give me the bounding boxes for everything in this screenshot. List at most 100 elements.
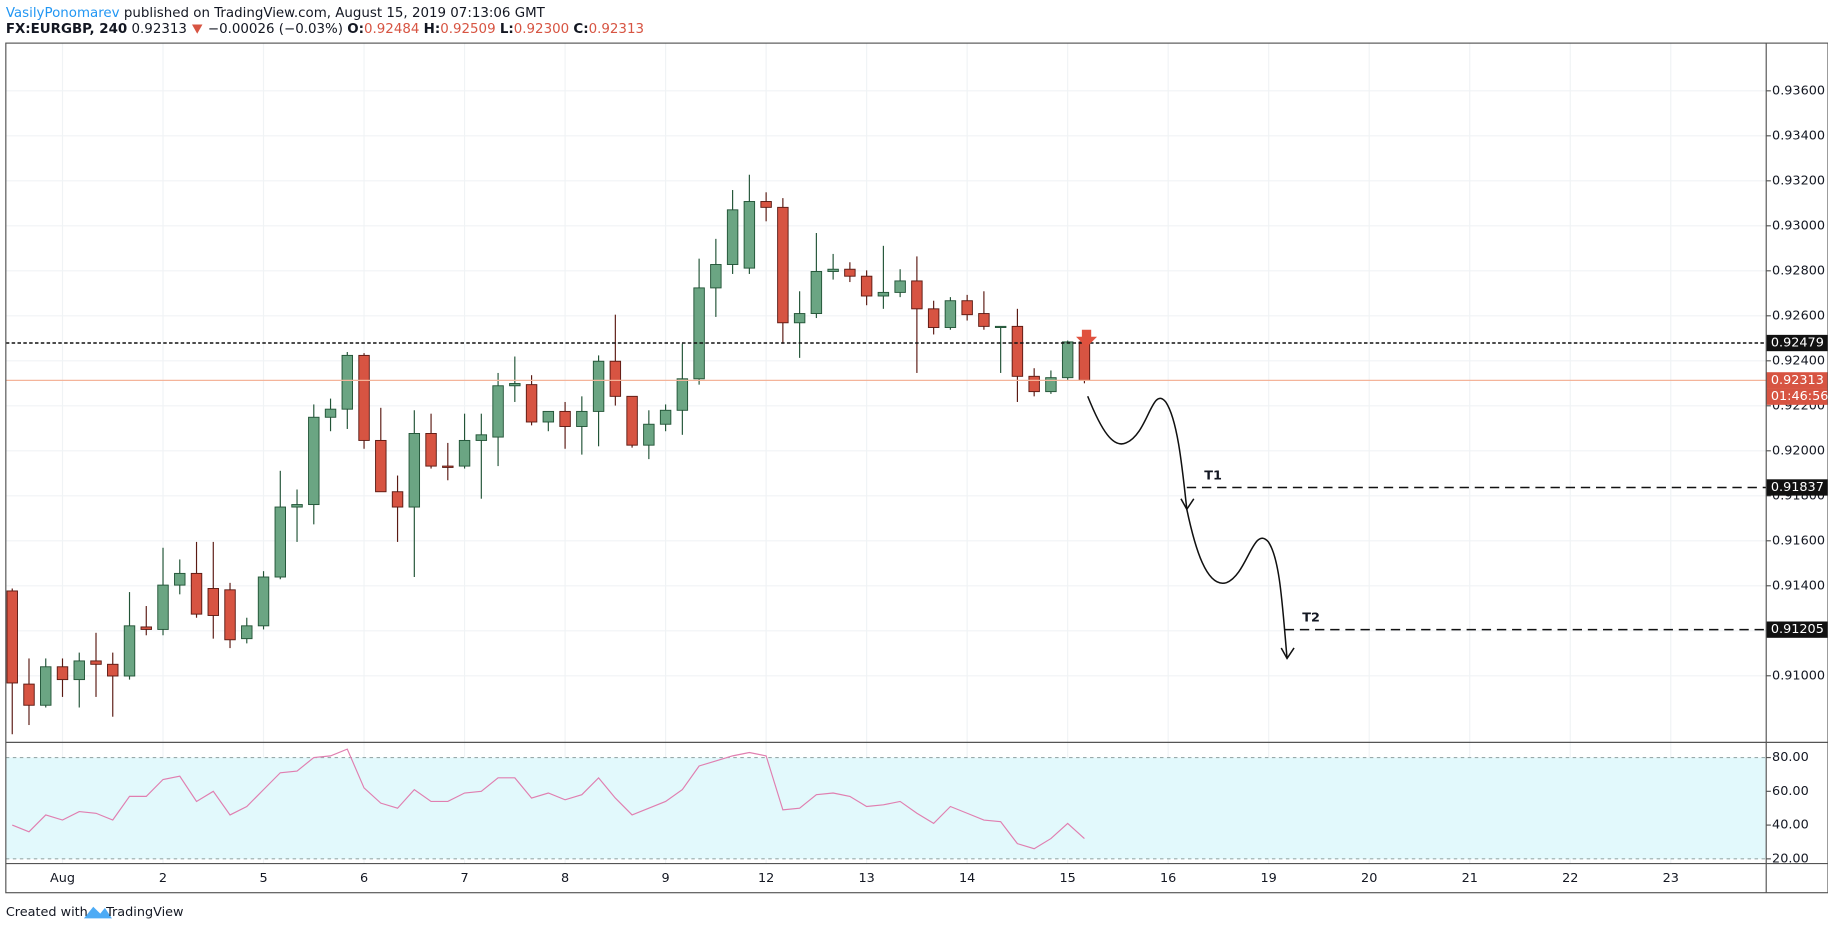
projection-path — [1186, 509, 1288, 659]
level-text: T2 — [1302, 610, 1320, 625]
candle-body — [542, 410, 555, 423]
x-tick-label: 20 — [1361, 871, 1377, 886]
x-tick-label: 14 — [959, 871, 975, 886]
candle-body — [291, 504, 303, 508]
y-tick-label: 0.91400 — [1772, 578, 1825, 593]
y-tick-label: 0.92000 — [1772, 443, 1825, 458]
candle-body — [408, 433, 421, 508]
projection-path — [1087, 395, 1188, 510]
candle-body — [626, 395, 638, 446]
x-tick-label: 6 — [360, 871, 368, 886]
author[interactable]: VasilyPonomarev — [6, 6, 120, 21]
candle-body — [375, 439, 387, 493]
x-tick-label: 12 — [758, 871, 774, 886]
candle-body — [492, 385, 504, 438]
candle-body — [123, 625, 136, 677]
candle-body — [743, 201, 756, 269]
ohlc-value: 0.92509 — [440, 22, 495, 37]
countdown-box — [1766, 388, 1828, 405]
symbol: FX:EURGBP, 240 — [6, 22, 127, 37]
footer-brand[interactable]: TradingView — [105, 905, 183, 920]
ohlc-label: L: — [500, 22, 514, 37]
rsi-band — [5, 757, 1767, 859]
candle-body — [877, 291, 890, 297]
x-tick-label: 15 — [1060, 871, 1076, 886]
candle-body — [609, 360, 622, 397]
candle-body — [693, 287, 705, 380]
candle-body — [576, 410, 588, 427]
candle-body — [509, 383, 521, 387]
candle-body — [475, 434, 488, 441]
candle-body — [23, 683, 35, 706]
ohlc-value: 0.92484 — [364, 22, 419, 37]
symbol-line: FX:EURGBP, 240 0.92313 −0.00026 (−0.03%) … — [6, 22, 644, 37]
candle-body — [1011, 325, 1024, 377]
candle-body — [140, 626, 152, 630]
candle-body — [978, 313, 990, 327]
published: published on TradingView.com, August 15,… — [124, 6, 546, 21]
x-tick-label: Aug — [50, 871, 75, 886]
candle-body — [810, 271, 823, 315]
x-tick-label: 21 — [1462, 871, 1478, 886]
y-tick-label: 0.91000 — [1772, 668, 1825, 683]
y-tick-label: 80.00 — [1772, 750, 1809, 765]
projection-arrow — [1180, 498, 1195, 511]
candle-body — [592, 360, 605, 412]
x-tick-label: 22 — [1562, 871, 1578, 886]
x-tick-label: 19 — [1261, 871, 1277, 886]
candle-body — [643, 423, 655, 446]
candle-body — [894, 280, 906, 293]
ohlc-value: 0.92313 — [589, 22, 644, 37]
candle-body — [107, 663, 119, 677]
candle-body — [442, 465, 454, 468]
ohlc-label: H: — [424, 22, 441, 37]
candle-body — [777, 206, 789, 324]
candle-body — [659, 409, 672, 425]
candle-body — [961, 300, 973, 316]
y-tick-label: 0.93200 — [1772, 173, 1825, 188]
level-box — [1766, 621, 1828, 638]
candle-body — [6, 590, 18, 684]
level-text: T1 — [1204, 468, 1222, 483]
rsi-line — [12, 748, 1085, 850]
candle-body — [274, 506, 286, 578]
footer-text: Created with — [6, 905, 88, 920]
y-tick-label: 0.93600 — [1772, 83, 1825, 98]
level-box — [1766, 334, 1828, 352]
candle-body — [793, 313, 806, 324]
candle-body — [56, 666, 69, 681]
candle-body — [911, 280, 923, 310]
candle-body — [241, 625, 253, 640]
x-tick-label: 16 — [1160, 871, 1176, 886]
candle-body — [994, 325, 1007, 329]
candle-body — [458, 439, 471, 467]
level-label: 0.91205 — [1771, 622, 1824, 637]
candle-body — [358, 354, 370, 441]
x-tick-label: 13 — [858, 871, 874, 886]
candle-body — [860, 275, 873, 297]
plot: Aug 2 5 6 7 8 9 12 13 14 15 16 19 20 21 22 23 0.93600 0.93… — [5, 43, 1828, 886]
candle-body — [224, 589, 236, 641]
change: −0.00026 (−0.03%) — [208, 22, 343, 37]
frame — [5, 42, 1828, 894]
candle-body — [190, 572, 203, 615]
signal-arrow — [1076, 329, 1098, 348]
level-box — [1766, 479, 1828, 496]
projection-arrow — [1280, 647, 1295, 660]
candle-body — [73, 660, 85, 681]
y-tick-label: 0.93000 — [1772, 218, 1825, 233]
y-tick-label: 0.92400 — [1772, 353, 1825, 368]
candle-body — [341, 354, 354, 410]
x-tick-label: 5 — [259, 871, 267, 886]
x-tick-label: 8 — [561, 871, 569, 886]
current-price-box — [1766, 372, 1828, 389]
x-tick-label: 7 — [460, 871, 468, 886]
candle-body — [1061, 341, 1074, 379]
candle-body — [308, 416, 320, 506]
countdown-label: 01:46:56 — [1771, 389, 1828, 404]
candle-body — [425, 433, 437, 467]
candle-body — [710, 264, 722, 289]
x-tick-label: 9 — [662, 871, 670, 886]
change-icon — [191, 24, 203, 34]
